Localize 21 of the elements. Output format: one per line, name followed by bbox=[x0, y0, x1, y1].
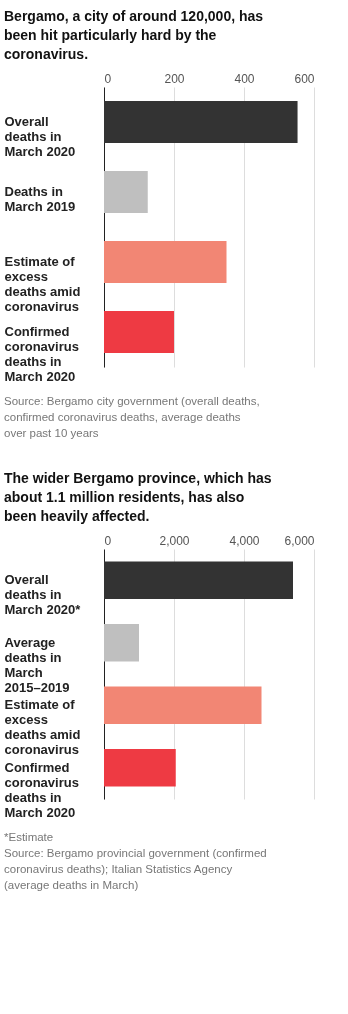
x-tick-label: 600 bbox=[294, 71, 315, 86]
y-tick-label: Estimate of excess deaths amid coronavirus bbox=[4, 254, 81, 314]
chart-title: Bergamo, a city of around 120,000, has been hit particularly hard by the coronavirus. bbox=[4, 8, 264, 62]
y-tick-label: Confirmed coronavirus deaths in March 2020 bbox=[4, 324, 79, 384]
y-tick-label: Confirmed coronavirus deaths in March 2020 bbox=[4, 759, 79, 820]
y-tick-label: Average deaths in March 2015–2019 bbox=[4, 634, 70, 695]
x-tick-label: 0 bbox=[104, 533, 112, 548]
y-tick-label: Overall deaths in March 2020* bbox=[4, 572, 82, 618]
source-note: Source: Bergamo provincial government (confirmed coronavirus deaths); Italian Statistics Agency (average deaths in March) bbox=[4, 847, 267, 891]
x-tick-label: 200 bbox=[164, 71, 185, 86]
x-tick-label: 4,000 bbox=[229, 533, 260, 548]
y-tick-label: Overall deaths in March 2020 bbox=[4, 114, 76, 159]
source-note: Source: Bergamo city government (overall deaths, confirmed coronavirus deaths, average deaths over past 10 years bbox=[4, 395, 260, 439]
x-tick-label: 6,000 bbox=[284, 533, 315, 548]
chart-title: The wider Bergamo province, which has about 1.1 million residents, has also been heavily affected. bbox=[4, 470, 272, 524]
x-tick-label: 2,000 bbox=[159, 533, 190, 548]
x-tick-label: 400 bbox=[234, 71, 255, 86]
y-tick-label: Deaths in March 2019 bbox=[4, 184, 76, 214]
x-tick-label: 0 bbox=[104, 71, 112, 86]
y-tick-label: Estimate of excess deaths amid coronavirus bbox=[4, 697, 81, 758]
text: *Estimate bbox=[4, 831, 54, 843]
